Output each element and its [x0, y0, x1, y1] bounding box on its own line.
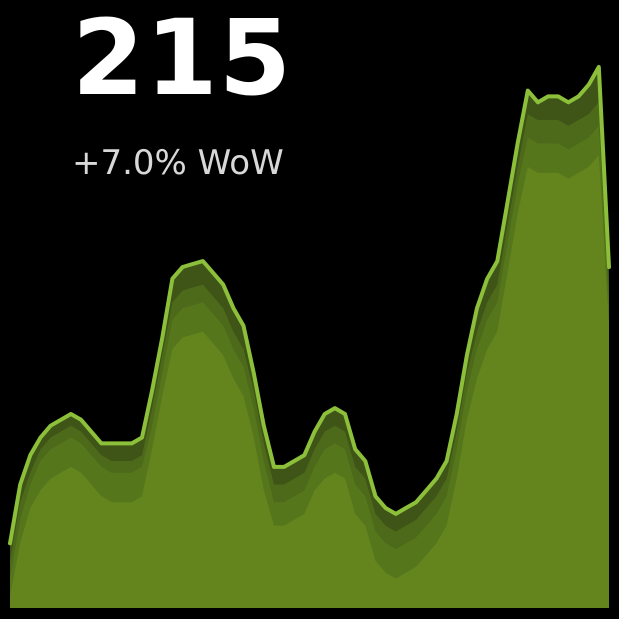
series-line	[8, 65, 611, 546]
area-layers	[10, 67, 609, 609]
line-layer	[8, 65, 611, 546]
kpi-change: +7.0% WoW	[72, 143, 284, 183]
kpi-value: 215	[72, 0, 293, 119]
area-band-4	[10, 155, 609, 608]
